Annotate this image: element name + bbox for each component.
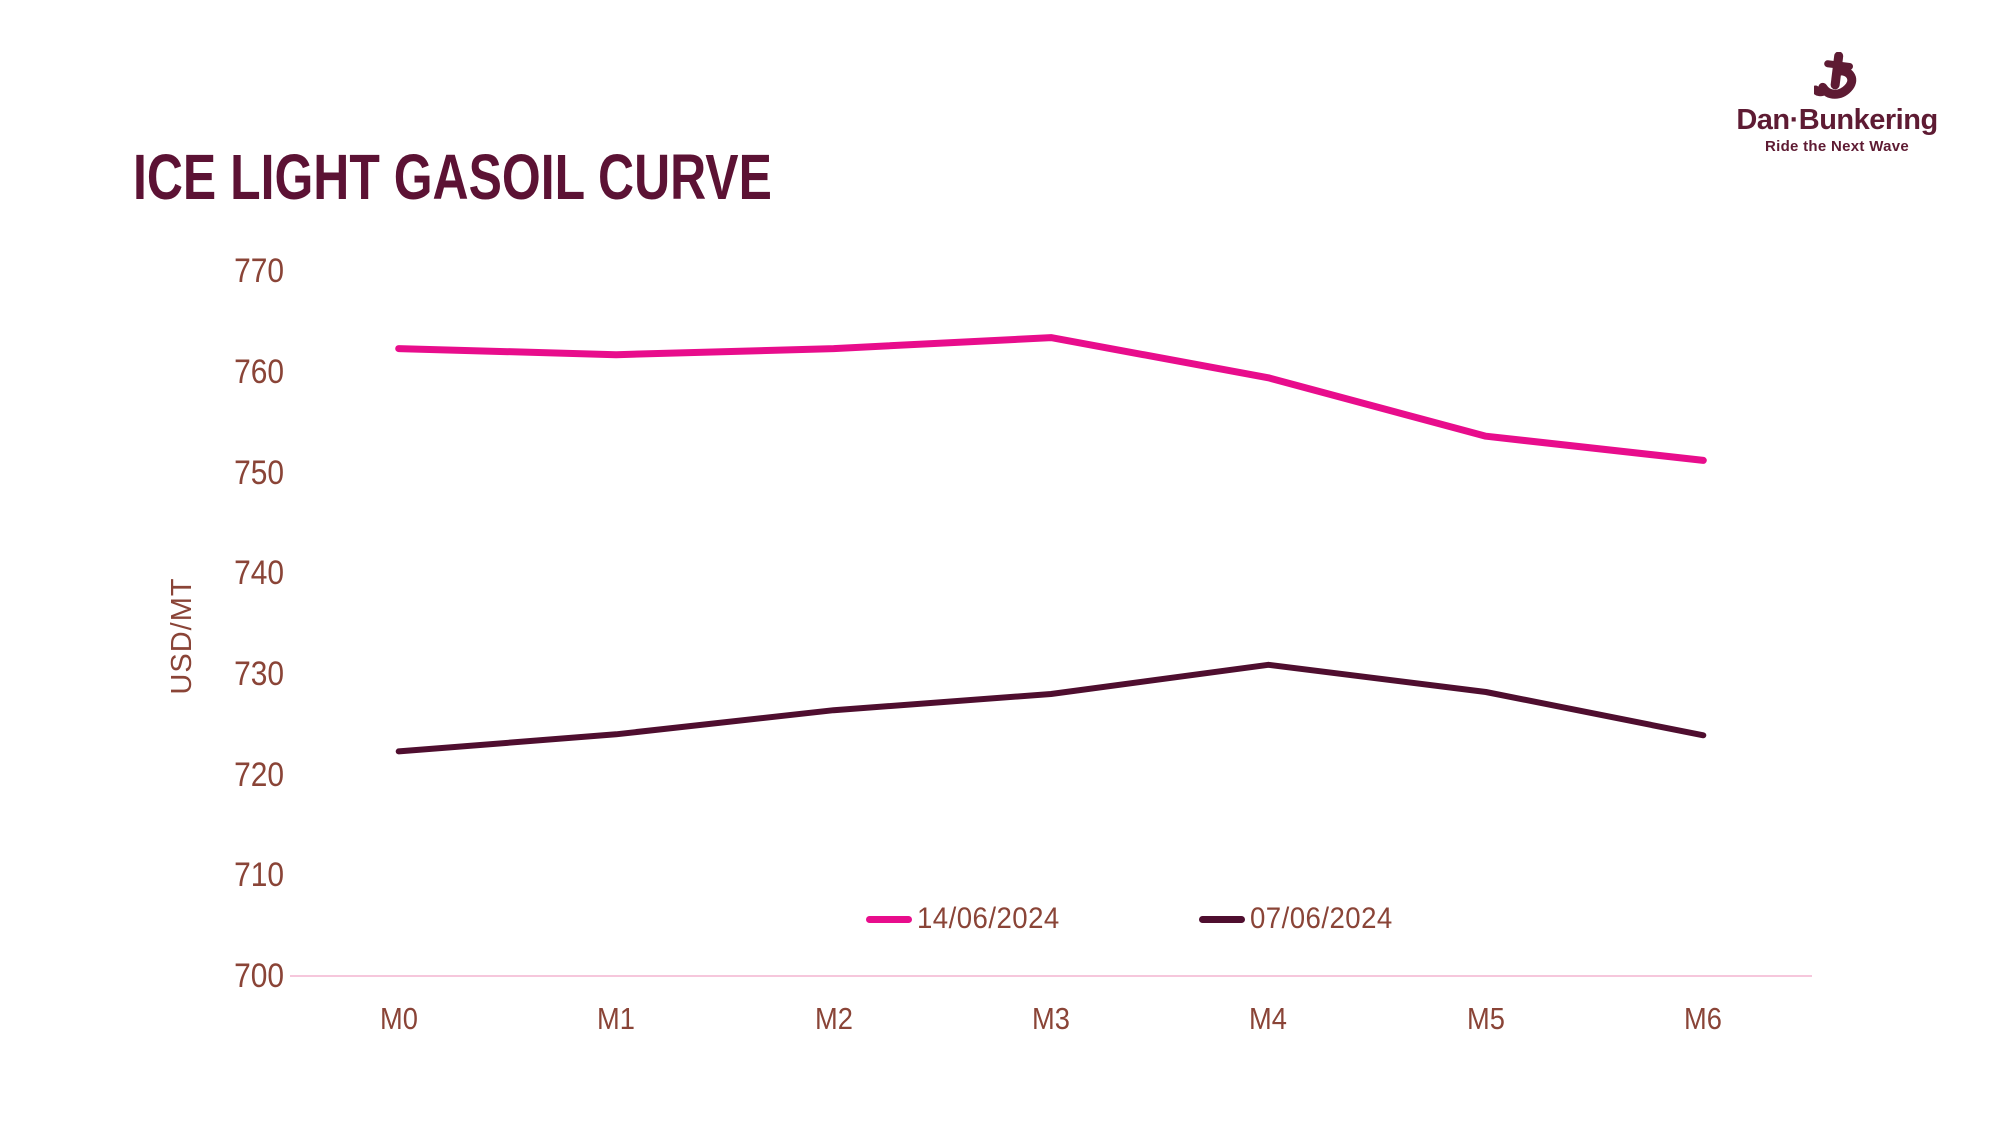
x-axis-tick-label: M2 bbox=[814, 1001, 853, 1036]
y-axis-title: USD/MT bbox=[166, 577, 198, 695]
anchor-logo-icon bbox=[1722, 50, 1952, 104]
x-axis-tick-label: M0 bbox=[379, 1001, 418, 1036]
chart-title: ICE LIGHT GASOIL CURVE bbox=[133, 141, 772, 213]
legend-swatch-line-latest bbox=[866, 915, 912, 923]
legend-label-previous: 07/06/2024 bbox=[1250, 902, 1393, 935]
legend-swatch-line-previous bbox=[1199, 915, 1245, 923]
y-axis-tick-label: 750 bbox=[234, 453, 284, 492]
company-logo: Dan·Bunkering Ride the Next Wave bbox=[1722, 50, 1952, 157]
x-axis-tick-label: M4 bbox=[1249, 1001, 1288, 1036]
x-axis-tick-label: M3 bbox=[1032, 1001, 1070, 1036]
legend-item-previous: 07/06/2024 bbox=[1199, 899, 1405, 939]
x-axis-tick-label: M6 bbox=[1684, 1001, 1723, 1036]
y-axis-tick-label: 760 bbox=[234, 352, 284, 391]
x-axis-tick-label: M5 bbox=[1466, 1001, 1505, 1036]
y-axis-tick-label: 730 bbox=[234, 654, 284, 693]
series-line-07/06/2024 bbox=[395, 661, 1707, 755]
y-axis-tick-label: 770 bbox=[234, 252, 284, 291]
legend-label-latest: 14/06/2024 bbox=[917, 902, 1060, 935]
y-axis-tick-label: 700 bbox=[234, 957, 284, 995]
x-axis-tick-label: M1 bbox=[597, 1001, 636, 1036]
legend-item-latest: 14/06/2024 bbox=[866, 899, 1072, 939]
logo-tagline-text: Ride the Next Wave bbox=[1764, 138, 1910, 155]
logo-brand-text: Dan·Bunkering bbox=[1736, 104, 1938, 136]
y-axis-tick-label: 710 bbox=[234, 856, 284, 895]
y-axis-tick-label: 720 bbox=[234, 755, 284, 794]
y-axis-tick-label: 740 bbox=[234, 554, 284, 593]
series-line-14/06/2024 bbox=[395, 334, 1707, 464]
